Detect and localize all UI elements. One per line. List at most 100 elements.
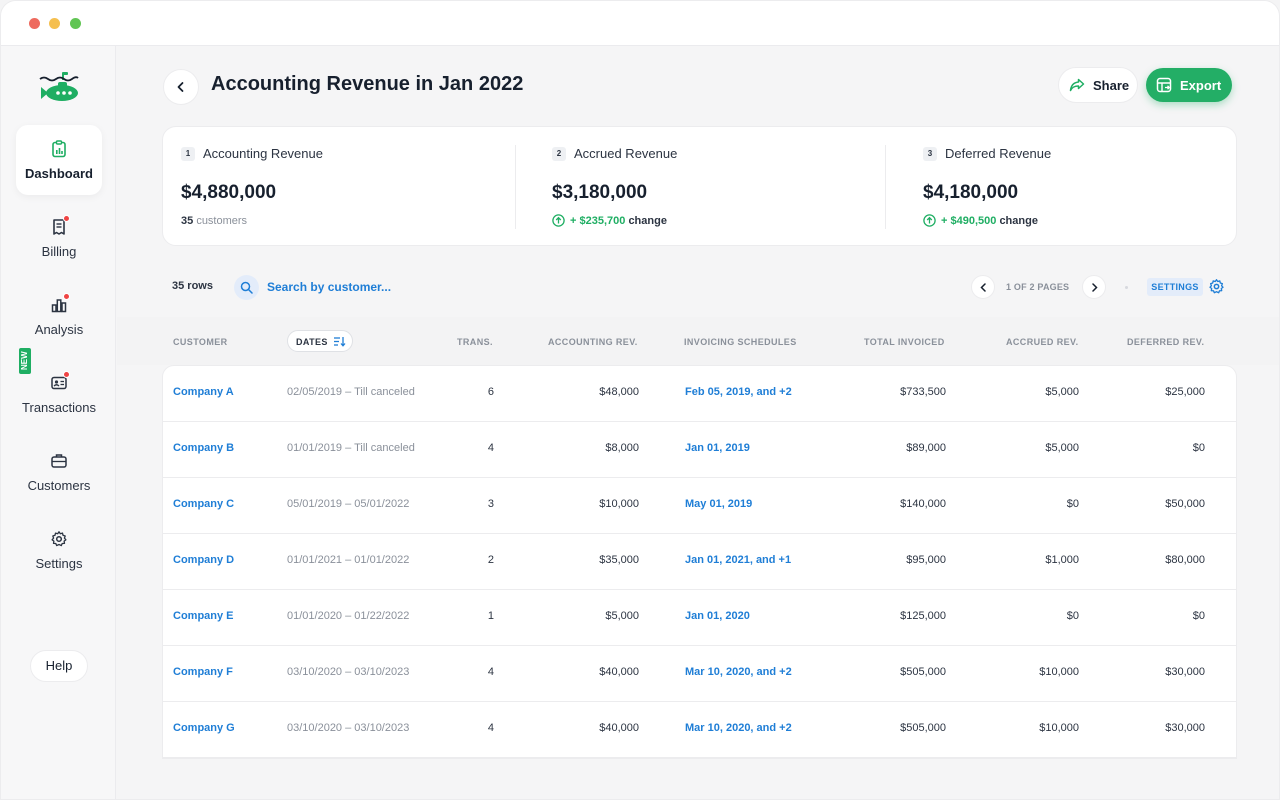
accrued-rev-cell: $0: [1066, 498, 1079, 510]
table-row[interactable]: Company E 01/01/2020 – 01/22/2022 1 $5,0…: [163, 590, 1236, 646]
notification-dot: [63, 293, 70, 300]
dates-cell: 01/01/2020 – 01/22/2022: [287, 610, 410, 622]
invoicing-schedule-link[interactable]: Jan 01, 2020: [685, 610, 750, 622]
sidebar-item-billing[interactable]: Billing: [16, 203, 102, 273]
total-invoiced-cell: $140,000: [900, 498, 946, 510]
divider: [515, 145, 516, 229]
separator-dot: [1125, 286, 1128, 289]
column-header-dates: DATES: [296, 337, 328, 347]
stat-change: + $490,500 change: [923, 214, 1038, 227]
table-row[interactable]: Company F 03/10/2020 – 03/10/2023 4 $40,…: [163, 646, 1236, 702]
column-header-transactions[interactable]: TRANS.: [457, 337, 493, 347]
stat-value: $4,880,000: [181, 182, 277, 203]
stat-title: Accounting Revenue: [203, 146, 323, 161]
sidebar: Dashboard Billing Analysis NEW: [1, 46, 116, 799]
column-header-accrued-rev[interactable]: ACCRUED REV.: [1006, 337, 1079, 347]
invoicing-schedule-link[interactable]: Jan 01, 2021, and +1: [685, 554, 792, 566]
transactions-cell: 4: [487, 666, 494, 678]
divider: [885, 145, 886, 229]
invoicing-schedule-link[interactable]: Jan 01, 2019: [685, 442, 750, 454]
invoicing-schedule-link[interactable]: Feb 05, 2019, and +2: [685, 386, 792, 398]
table-row[interactable]: Company D 01/01/2021 – 01/01/2022 2 $35,…: [163, 534, 1236, 590]
sidebar-item-settings[interactable]: Settings: [16, 515, 102, 585]
customer-count: 35: [181, 215, 194, 227]
accounting-rev-cell: $8,000: [605, 442, 639, 454]
sidebar-item-analysis[interactable]: Analysis: [16, 281, 102, 351]
stat-customers: 35 customers: [181, 215, 247, 227]
prev-page-button[interactable]: [971, 275, 995, 299]
customer-link[interactable]: Company G: [173, 722, 235, 734]
total-invoiced-cell: $125,000: [900, 610, 946, 622]
stat-value: $3,180,000: [552, 182, 648, 203]
page-info: 1 OF 2 PAGES: [1006, 282, 1070, 292]
submarine-logo-icon[interactable]: [38, 70, 80, 104]
invoicing-schedule-link[interactable]: May 01, 2019: [685, 498, 753, 510]
back-button[interactable]: [163, 69, 199, 105]
sidebar-item-customers[interactable]: Customers: [16, 437, 102, 507]
chevron-right-icon: [1092, 283, 1098, 292]
stat-value: $4,180,000: [923, 182, 1019, 203]
stat-accrued-revenue: 2 Accrued Revenue $3,180,000 + $235,700 …: [534, 127, 874, 247]
transactions-cell: 4: [487, 442, 494, 454]
column-header-invoicing-schedules[interactable]: INVOICING SCHEDULES: [684, 337, 797, 347]
column-header-customer[interactable]: CUSTOMER: [173, 337, 228, 347]
dates-cell: 01/01/2021 – 01/01/2022: [287, 554, 410, 566]
column-header-deferred-rev[interactable]: DEFERRED REV.: [1127, 337, 1205, 347]
dates-sort-button[interactable]: DATES: [287, 330, 353, 352]
column-header-total-invoiced[interactable]: TOTAL INVOICED: [864, 337, 945, 347]
close-window-button[interactable]: [29, 18, 40, 29]
change-word: change: [628, 215, 667, 227]
summary-card: 1 Accounting Revenue $4,880,000 35 custo…: [162, 126, 1237, 246]
export-button[interactable]: Export: [1146, 68, 1232, 102]
customer-link[interactable]: Company B: [173, 442, 235, 454]
change-amount: + $235,700: [570, 215, 626, 227]
accrued-rev-cell: $10,000: [1039, 666, 1079, 678]
accounting-rev-cell: $10,000: [599, 498, 639, 510]
search-input[interactable]: Search by customer...: [267, 280, 392, 294]
accounting-rev-cell: $35,000: [599, 554, 639, 566]
total-invoiced-cell: $505,000: [900, 666, 946, 678]
table-row[interactable]: Company A 02/05/2019 – Till canceled 6 $…: [163, 366, 1236, 422]
share-label: Share: [1093, 78, 1130, 93]
total-invoiced-cell: $505,000: [900, 722, 946, 734]
next-page-button[interactable]: [1082, 275, 1106, 299]
gear-icon[interactable]: [1208, 278, 1225, 295]
maximize-window-button[interactable]: [70, 18, 81, 29]
help-button[interactable]: Help: [30, 650, 88, 682]
search-button[interactable]: [234, 275, 259, 300]
minimize-window-button[interactable]: [49, 18, 60, 29]
customer-link[interactable]: Company A: [173, 386, 234, 398]
table-settings-button[interactable]: SETTINGS: [1147, 278, 1203, 296]
accounting-rev-cell: $5,000: [605, 610, 639, 622]
customer-link[interactable]: Company F: [173, 666, 233, 678]
stat-title: Accrued Revenue: [574, 146, 678, 161]
customer-link[interactable]: Company D: [173, 554, 235, 566]
column-header-accounting-rev[interactable]: ACCOUNTING REV.: [548, 337, 638, 347]
accounting-rev-cell: $48,000: [599, 386, 639, 398]
sidebar-item-label: Settings: [35, 556, 83, 571]
change-amount: + $490,500: [941, 215, 997, 227]
accounting-rev-cell: $40,000: [599, 666, 639, 678]
arrow-up-circle-icon: [552, 214, 565, 227]
clipboard-chart-icon: [52, 140, 66, 158]
invoicing-schedule-link[interactable]: Mar 10, 2020, and +2: [685, 722, 792, 734]
stat-title: Deferred Revenue: [945, 146, 1052, 161]
table-row[interactable]: Company C 05/01/2019 – 05/01/2022 3 $10,…: [163, 478, 1236, 534]
table-row[interactable]: Company G 03/10/2020 – 03/10/2023 4 $40,…: [163, 702, 1236, 758]
transactions-cell: 4: [487, 722, 494, 734]
share-button[interactable]: Share: [1058, 67, 1138, 103]
search-icon: [240, 281, 253, 294]
table-row[interactable]: Company B 01/01/2019 – Till canceled 4 $…: [163, 422, 1236, 478]
sidebar-item-transactions[interactable]: Transactions: [16, 359, 102, 429]
sidebar-item-dashboard[interactable]: Dashboard: [16, 125, 102, 195]
sidebar-item-label: Customers: [27, 478, 91, 493]
stat-number: 3: [923, 147, 937, 161]
gear-icon: [51, 531, 67, 547]
customer-link[interactable]: Company E: [173, 610, 234, 622]
customer-link[interactable]: Company C: [173, 498, 235, 510]
deferred-rev-cell: $30,000: [1165, 666, 1205, 678]
deferred-rev-cell: $80,000: [1165, 554, 1205, 566]
accounting-rev-cell: $40,000: [599, 722, 639, 734]
invoicing-schedule-link[interactable]: Mar 10, 2020, and +2: [685, 666, 792, 678]
